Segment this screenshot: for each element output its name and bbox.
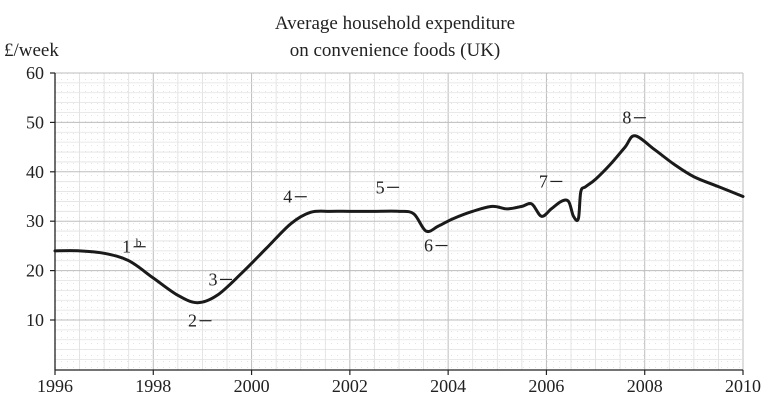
axes — [50, 72, 744, 375]
annotation-number: 5 — [376, 177, 385, 197]
annotation-number: 7 — [539, 171, 548, 191]
chart-title: Average household expenditure — [275, 13, 515, 34]
annotation-4: 4 — [283, 187, 307, 207]
annotation-number: 8 — [622, 108, 631, 128]
annotation-number: 2 — [188, 311, 197, 331]
grid — [54, 72, 744, 370]
y-tick-label: 40 — [26, 162, 44, 182]
annotation-superscript: b — [136, 236, 142, 250]
series-line — [53, 134, 745, 305]
annotation-8: 8 — [622, 108, 646, 128]
y-tick-label: 50 — [26, 112, 44, 132]
x-tick-label: 2004 — [430, 376, 466, 396]
annotation-number: 1 — [122, 237, 131, 257]
y-tick-label: 20 — [26, 261, 44, 281]
y-tick-label: 60 — [26, 63, 44, 83]
annotation-7: 7 — [539, 171, 563, 191]
x-tick-label: 1998 — [135, 376, 171, 396]
series-layer — [53, 134, 745, 305]
annotations: 1 b 2 3 4 5 6 7 8 — [122, 108, 646, 331]
annotation-5: 5 — [376, 177, 400, 197]
annotation-number: 6 — [424, 236, 433, 256]
x-tick-label: 2006 — [528, 376, 564, 396]
x-tick-label: 2000 — [234, 376, 270, 396]
x-tick-label: 1996 — [37, 376, 73, 396]
annotation-2: 2 — [188, 311, 212, 331]
y-tick-label: 30 — [26, 211, 44, 231]
y-tick-label: 10 — [26, 310, 44, 330]
x-tick-label: 2010 — [725, 376, 761, 396]
tick-labels: 1996 1998 2000 2002 2004 2006 2008 201010203040… — [26, 63, 761, 396]
chart-subtitle: on convenience foods (UK) — [290, 40, 501, 61]
y-axis-label: £/week — [4, 40, 59, 61]
annotation-6: 6 — [424, 236, 448, 256]
x-tick-label: 2002 — [332, 376, 368, 396]
annotation-number: 4 — [283, 187, 292, 207]
annotation-number: 3 — [209, 269, 218, 289]
annotation-3: 3 — [209, 269, 232, 289]
x-tick-label: 2008 — [627, 376, 663, 396]
